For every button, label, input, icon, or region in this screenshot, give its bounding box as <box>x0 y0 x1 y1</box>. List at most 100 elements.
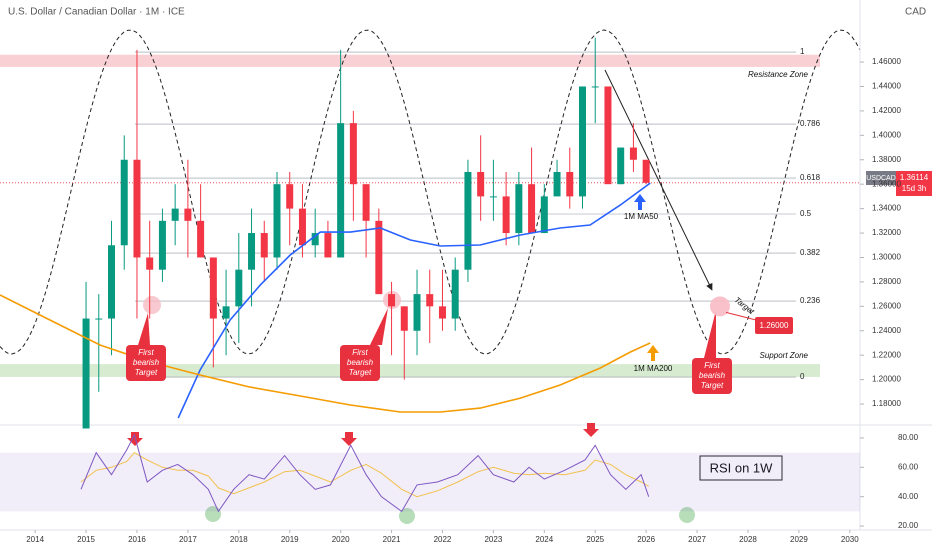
x-tick-label: 2014 <box>26 535 44 544</box>
y-tick-label: 1.26000 <box>872 301 901 310</box>
symbol-label: USDCAD <box>866 175 896 182</box>
fib-label: 0 <box>800 372 805 381</box>
candle-body <box>438 306 446 319</box>
candle-body <box>489 196 497 198</box>
ma-label: 1M MA50 <box>624 212 659 221</box>
y-tick-label: 1.34000 <box>872 204 901 213</box>
zone-label: Resistance Zone <box>748 70 809 79</box>
fib-label: 0.5 <box>800 209 812 218</box>
candle-body <box>477 171 485 197</box>
candle-body <box>553 171 561 197</box>
moving-average <box>0 294 651 413</box>
target-marker <box>709 296 730 317</box>
candle-body <box>629 147 637 160</box>
fib-label: 1 <box>800 47 805 56</box>
rsi-low-marker <box>205 506 221 522</box>
candle-body <box>133 159 141 258</box>
x-tick-label: 2024 <box>535 535 553 544</box>
candle-body <box>451 269 459 319</box>
candle-body <box>413 294 421 331</box>
rsi-y-tick-label: 20.00 <box>898 521 919 530</box>
candle-body <box>324 233 332 258</box>
candle-body <box>311 233 319 246</box>
y-tick-label: 1.36000 <box>872 179 901 188</box>
candle-body <box>171 208 179 221</box>
x-tick-label: 2020 <box>332 535 350 544</box>
fib-label: 0.618 <box>800 173 821 182</box>
countdown-label: 15d 3h <box>902 184 926 193</box>
zone <box>0 364 820 377</box>
candle-body <box>209 257 217 319</box>
x-tick-label: 2029 <box>790 535 808 544</box>
rsi-peak-arrow <box>341 432 357 446</box>
y-tick-label: 1.46000 <box>872 57 901 66</box>
rsi-peak-arrow <box>583 423 599 437</box>
candle-body <box>578 86 586 197</box>
target-box <box>755 317 793 334</box>
x-tick-label: 2026 <box>637 535 655 544</box>
y-tick-label: 1.22000 <box>872 350 901 359</box>
y-tick-label: 1.20000 <box>872 375 901 384</box>
fib-label: 0.382 <box>800 248 821 257</box>
candle-body <box>388 294 396 307</box>
x-tick-label: 2028 <box>739 535 757 544</box>
fib-label: 0.236 <box>800 296 821 305</box>
x-tick-label: 2021 <box>383 535 401 544</box>
last-price-box <box>896 171 932 196</box>
callout-pointer <box>704 310 716 358</box>
candle-body <box>502 196 510 234</box>
rsi-band <box>0 452 860 512</box>
x-tick-label: 2030 <box>841 535 859 544</box>
candle-body <box>120 159 128 246</box>
candle-body <box>528 184 536 234</box>
rsi-label-box <box>699 455 783 481</box>
rsi-y-tick-label: 40.00 <box>898 492 919 501</box>
callout-pointer <box>138 313 150 345</box>
callout-pointer <box>370 308 388 345</box>
y-tick-label: 1.18000 <box>872 399 901 408</box>
candle-body <box>235 269 243 307</box>
projection-arrow <box>604 69 713 291</box>
candle-body <box>566 171 574 197</box>
x-tick-label: 2017 <box>179 535 197 544</box>
symbol-box <box>866 171 896 185</box>
y-tick-label: 1.24000 <box>872 326 901 335</box>
callout: First bearish Target <box>692 358 732 394</box>
candle-body <box>375 220 383 295</box>
currency-label: CAD <box>905 7 926 18</box>
candle-body <box>464 171 472 270</box>
y-tick-label: 1.32000 <box>872 228 901 237</box>
rsi-low-marker <box>399 508 415 524</box>
chart-title: U.S. Dollar / Canadian Dollar · 1M · ICE <box>8 7 185 18</box>
y-tick-label: 1.44000 <box>872 82 901 91</box>
candle-body <box>540 196 548 234</box>
candle-body <box>642 159 650 183</box>
ma50-arrow <box>634 194 646 210</box>
candle-body <box>426 294 434 307</box>
candle-body <box>158 220 166 270</box>
fib-label: 0.786 <box>800 119 821 128</box>
rsi-low-marker <box>679 507 695 523</box>
target-price-label: 1.26000 <box>760 321 789 330</box>
candle-body <box>108 245 116 319</box>
y-tick-label: 1.42000 <box>872 106 901 115</box>
moving-average <box>177 182 651 419</box>
x-tick-label: 2023 <box>484 535 502 544</box>
x-tick-label: 2027 <box>688 535 706 544</box>
zone <box>0 54 820 67</box>
candle-body <box>184 208 192 221</box>
x-tick-label: 2025 <box>586 535 604 544</box>
y-tick-label: 1.40000 <box>872 130 901 139</box>
zone-label: Support Zone <box>760 351 809 360</box>
target-label: Target <box>733 295 757 316</box>
candle-body <box>515 184 523 234</box>
candle-body <box>617 147 625 185</box>
candle-body <box>197 220 205 258</box>
rsi-ma-line <box>80 452 649 498</box>
x-tick-label: 2016 <box>128 535 146 544</box>
rsi-line <box>80 433 650 513</box>
callout: First bearish Target <box>126 345 166 381</box>
ma-label: 1M MA200 <box>634 364 673 373</box>
candle-body <box>400 306 408 331</box>
